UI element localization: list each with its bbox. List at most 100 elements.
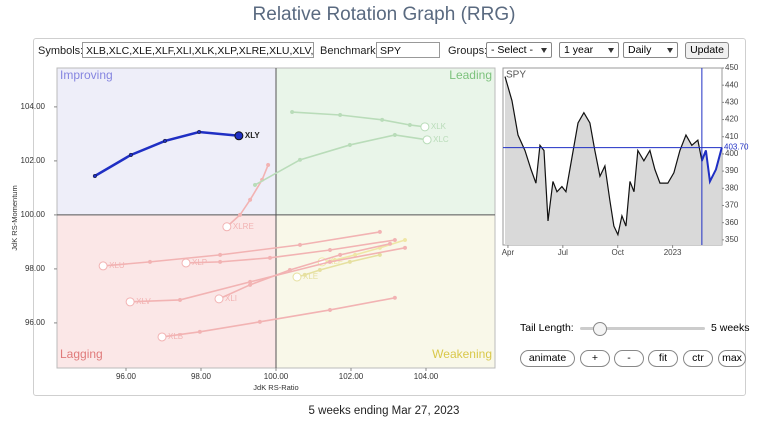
tail-point — [257, 319, 262, 324]
head-point — [181, 258, 191, 268]
y-tick-label: 400 — [725, 149, 739, 158]
series-label: XLC — [433, 135, 449, 144]
tail-point — [248, 279, 253, 284]
tail-point — [290, 109, 295, 115]
tail-point — [353, 252, 358, 257]
series-label: XLV — [136, 297, 151, 306]
series-label: XLK — [431, 122, 447, 131]
tail-point — [327, 259, 333, 264]
center-button[interactable]: ctr — [683, 350, 713, 367]
head-point — [125, 297, 135, 307]
zoom-in-button[interactable]: + — [580, 350, 610, 367]
tail-line — [700, 147, 723, 185]
tail-point — [92, 173, 97, 179]
x-tick-label: 2023 — [664, 248, 682, 257]
benchmark-input[interactable]: SPY — [376, 42, 440, 58]
update-button[interactable]: Update — [685, 42, 729, 59]
x-tick-label: Oct — [611, 248, 624, 257]
tail-point — [147, 259, 153, 264]
series-label: XLY — [245, 131, 260, 140]
y-tick-label: 350 — [725, 235, 739, 244]
page-title: Relative Rotation Graph (RRG) — [252, 4, 516, 25]
tail-point — [297, 242, 303, 247]
footer: 5 weeks ending Mar 27, 2023 — [308, 405, 460, 417]
period-select[interactable]: 1 year — [559, 42, 619, 58]
groups-select[interactable]: - Select - — [486, 42, 552, 58]
quadrant — [276, 214, 495, 368]
symbols-label: Symbols: — [38, 45, 84, 57]
x-axis-title: JdK RS-Ratio — [253, 383, 298, 392]
tail-point — [218, 252, 223, 257]
y-tick-label: 450 — [725, 63, 739, 72]
tail-length-label: Tail Length: — [520, 322, 574, 334]
fit-button[interactable]: fit — [648, 350, 678, 367]
quadrant-label: Weakening — [432, 347, 492, 361]
tail-point — [327, 307, 333, 312]
symbols-input[interactable]: XLB,XLC,XLE,XLF,XLI,XLK,XLP,XLRE,XLU,XLV… — [82, 42, 314, 58]
x-tick-label: Apr — [502, 248, 515, 257]
tail-point — [237, 212, 243, 217]
y-tick-label: 102.00 — [21, 156, 46, 165]
tail-slider-handle[interactable] — [593, 322, 607, 336]
series-label: XLB — [168, 332, 183, 341]
tail-point — [302, 272, 307, 277]
x-tick-label: Jul — [558, 248, 568, 257]
y-tick-label: 104.00 — [21, 102, 46, 111]
area — [505, 76, 722, 246]
head-point — [157, 332, 167, 342]
tail-point — [218, 259, 223, 264]
tail-length-value: 5 weeks — [711, 322, 750, 334]
tail-point — [380, 117, 385, 122]
head-point — [222, 222, 232, 232]
series-label: XLI — [225, 294, 237, 303]
quadrant — [57, 214, 276, 368]
tail-point — [267, 255, 273, 260]
tail-point — [392, 237, 397, 243]
animate-button[interactable]: animate — [520, 350, 575, 367]
tail-point — [347, 259, 352, 264]
y-tick-label: 100.00 — [21, 210, 46, 219]
tail-point — [252, 182, 258, 187]
tail-point — [392, 132, 397, 138]
series-label: XLE — [303, 272, 318, 281]
tail-point — [377, 252, 382, 257]
series-label: XLP — [192, 258, 207, 267]
tail-point — [402, 237, 408, 243]
y-tick-label: 96.00 — [25, 318, 46, 327]
max-button[interactable]: max — [718, 350, 746, 367]
tail-point — [162, 138, 168, 143]
y-tick-label: 98.00 — [25, 264, 46, 273]
x-tick-label: 102.00 — [339, 372, 364, 381]
tail-point — [387, 241, 393, 246]
y-tick-label: 430 — [725, 97, 739, 106]
tail-point — [392, 295, 397, 300]
tail-slider-track[interactable] — [580, 327, 705, 330]
x-tick-label: 98.00 — [191, 372, 212, 381]
quadrant-label: Leading — [449, 68, 492, 82]
head-point — [292, 272, 302, 282]
tail-point — [128, 152, 133, 157]
tail-point — [377, 229, 382, 234]
x-tick-label: 96.00 — [116, 372, 137, 381]
tail-point — [177, 297, 183, 303]
head-point — [234, 131, 244, 141]
chart-title: SPY — [506, 70, 526, 81]
groups-label: Groups: — [448, 45, 488, 57]
tail-point — [327, 247, 333, 253]
tail-point — [266, 162, 271, 167]
benchmark-label: Benchmark: — [320, 45, 379, 57]
y-tick-label: 440 — [725, 80, 739, 89]
x-tick-label: 104.00 — [414, 372, 439, 381]
frequency-select[interactable]: Daily — [623, 42, 678, 58]
tail-point — [317, 267, 322, 273]
tail-point — [197, 329, 202, 334]
head-point — [422, 135, 432, 145]
zoom-out-button[interactable]: - — [614, 350, 644, 367]
tail-point — [338, 252, 343, 257]
quadrant-label: Improving — [60, 68, 113, 82]
quadrant-label: Lagging — [60, 347, 103, 361]
head-point — [214, 294, 224, 304]
y-tick-label: 370 — [725, 201, 739, 210]
